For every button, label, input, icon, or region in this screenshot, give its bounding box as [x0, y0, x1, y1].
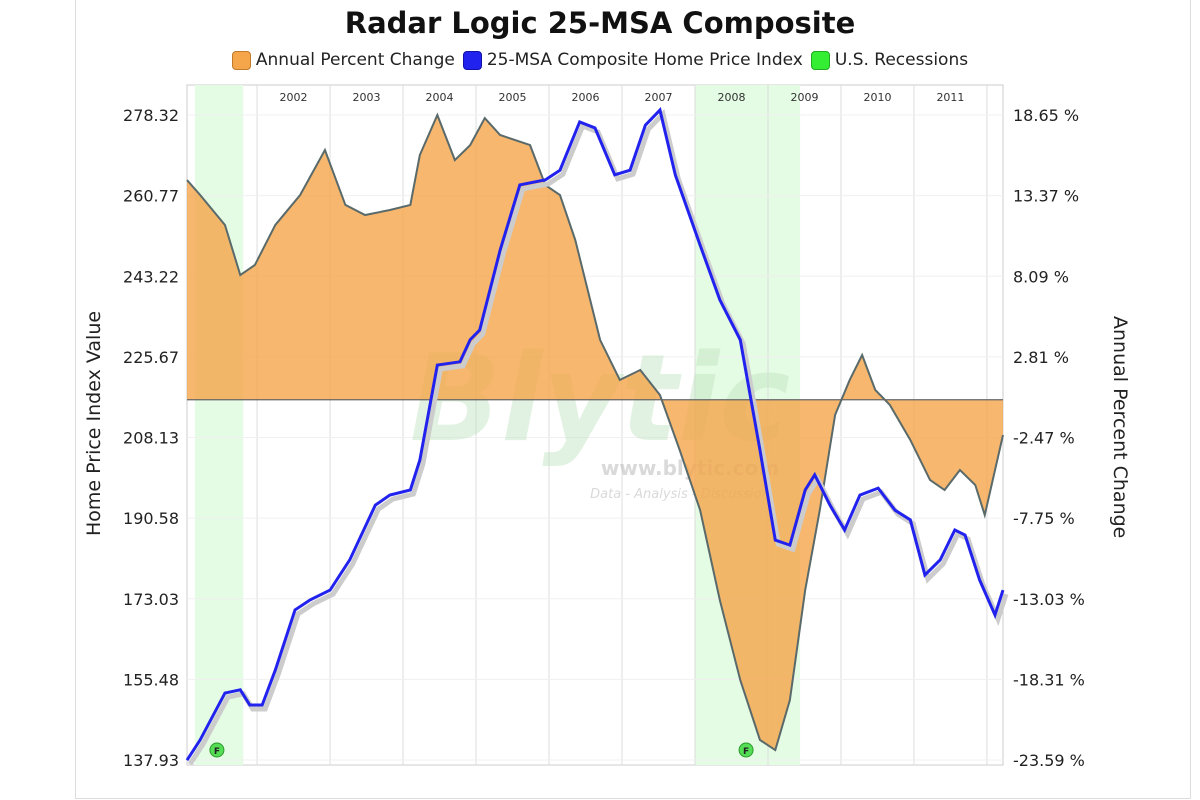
legend-swatch-green: [810, 50, 830, 70]
chart-frame: [75, 0, 1191, 799]
chart-title: Radar Logic 25-MSA Composite: [344, 6, 856, 40]
y-left-tick-label: 208.13: [123, 429, 179, 448]
legend-swatch-orange: [231, 50, 251, 70]
y-right-tick-label: -13.03 %: [1013, 590, 1085, 609]
y-right-tick-label: -2.47 %: [1013, 429, 1075, 448]
x-tick-label: 2007: [644, 91, 672, 104]
y-right-tick-label: 2.81 %: [1013, 348, 1069, 367]
legend-swatch-blue: [462, 50, 482, 70]
y-left-tick-label: 260.77: [123, 187, 179, 206]
recession-band: [195, 85, 244, 765]
x-tick-label: 2005: [499, 91, 527, 104]
y-right-tick-label: -18.31 %: [1013, 670, 1085, 689]
legend-label: U.S. Recessions: [834, 50, 969, 70]
flag-marker: [738, 742, 754, 758]
legend-item-hpi[interactable]: 25-MSA Composite Home Price Index: [462, 50, 803, 70]
flag-label: F: [743, 747, 749, 757]
legend-item-apc[interactable]: Annual Percent Change: [231, 50, 455, 70]
y-left-tick-label: 137.93: [123, 751, 179, 770]
x-tick-label: 2003: [353, 91, 381, 104]
legend-item-recessions[interactable]: U.S. Recessions: [810, 50, 969, 70]
series-line-annual-percent-change: [186, 112, 1004, 752]
y-right-tick-label: -23.59 %: [1013, 751, 1085, 770]
series-line-home-price-index: [185, 107, 1005, 761]
y-right-tick-label: -7.75 %: [1013, 509, 1075, 528]
series-area-annual-percent-change: [187, 115, 1003, 751]
flag-marker: [209, 742, 225, 758]
y-left-tick-label: 243.22: [123, 267, 179, 286]
legend: Annual Percent Change 25-MSA Composite H…: [0, 50, 1200, 70]
y-left-tick-label: 225.67: [123, 348, 179, 367]
x-tick-label: 2002: [280, 91, 308, 104]
y-right-tick-label: 18.65 %: [1013, 106, 1079, 125]
x-tick-label: 2006: [572, 91, 600, 104]
y-left-tick-label: 190.58: [123, 509, 179, 528]
flag-label: F: [214, 747, 220, 757]
y-right-tick-label: 13.37 %: [1013, 187, 1079, 206]
x-tick-label: 2008: [717, 91, 745, 104]
y-right-tick-label: 8.09 %: [1013, 267, 1069, 286]
x-tick-label: 2010: [863, 91, 891, 104]
y-left-tick-label: 278.32: [123, 106, 179, 125]
legend-label: 25-MSA Composite Home Price Index: [486, 50, 803, 70]
legend-label: Annual Percent Change: [255, 50, 455, 70]
y-left-tick-label: 173.03: [123, 590, 179, 609]
x-tick-label: 2004: [426, 91, 454, 104]
y-left-tick-label: 155.48: [123, 670, 179, 689]
x-tick-label: 2009: [790, 91, 818, 104]
x-tick-label: 2011: [936, 91, 964, 104]
